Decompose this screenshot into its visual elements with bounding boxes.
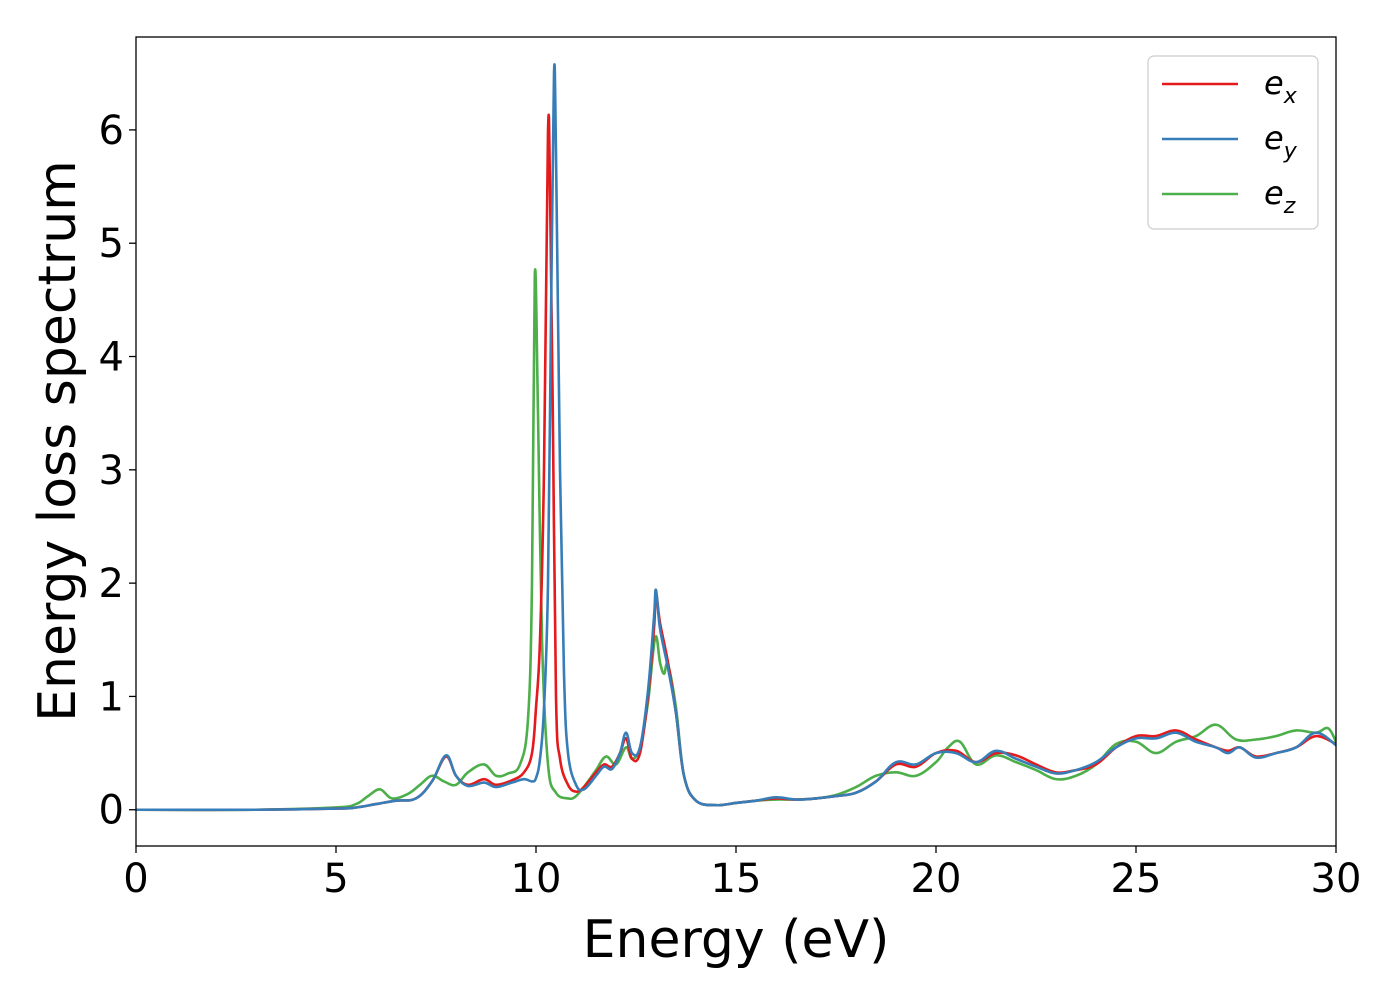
y-axis-label: Energy loss spectrum — [28, 160, 88, 722]
legend: ex ey ez — [1147, 55, 1319, 230]
legend-label-e-y: ey — [1264, 119, 1298, 164]
y-tick-label: 4 — [99, 335, 124, 381]
x-tick-label: 10 — [511, 856, 562, 902]
legend-box — [1147, 55, 1319, 230]
x-tick-label: 20 — [911, 856, 962, 902]
series-lines — [136, 63, 1336, 812]
x-tick-label: 0 — [123, 856, 148, 902]
legend-label-e-x: ex — [1264, 64, 1298, 109]
y-tick-label: 6 — [99, 108, 124, 154]
y-tick-label: 2 — [99, 561, 124, 607]
y-tick-label: 1 — [99, 674, 124, 720]
legend-label-e-z: ez — [1264, 174, 1296, 219]
x-tick-label: 5 — [323, 856, 348, 902]
x-tick-label: 15 — [711, 856, 762, 902]
y-tick-label: 0 — [99, 788, 124, 834]
series-line-e-z — [136, 268, 1336, 812]
y-tick-label: 3 — [99, 448, 124, 494]
axis-ticks: 0 5 10 15 20 25 30 0 1 2 3 4 5 6 — [99, 108, 1362, 902]
series-line-e-y — [136, 63, 1336, 812]
x-axis-label: Energy (eV) — [583, 910, 890, 970]
x-tick-label: 30 — [1311, 856, 1362, 902]
x-tick-label: 25 — [1111, 856, 1162, 902]
y-tick-label: 5 — [99, 221, 124, 267]
